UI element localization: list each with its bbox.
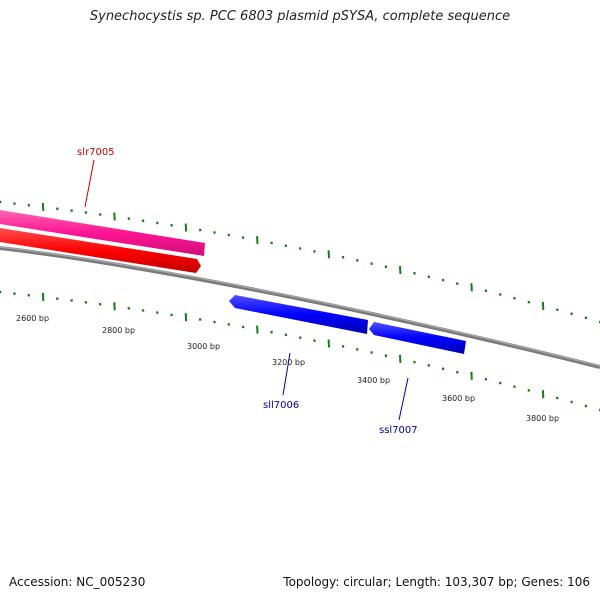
bp-label: 3000 bp [187,342,220,351]
gene-label-ssl7007[interactable]: ssl7007 [379,425,418,436]
topology-summary: Topology: circular; Length: 103,307 bp; … [283,575,590,589]
bp-label: 2600 bp [16,314,49,323]
bp-label: 3800 bp [526,414,559,423]
bp-label: 3400 bp [357,376,390,385]
gene-slr7005-arrow[interactable] [0,228,201,273]
outer-tick-row [0,200,600,324]
inner-tick-row [0,290,600,412]
gene-label-slr7005[interactable]: slr7005 [77,147,115,158]
gene-sll7006-arrow[interactable] [229,295,368,334]
bp-label: 3200 bp [272,358,305,367]
plasmid-backbone [0,246,600,369]
accession-text: Accession: NC_005230 [9,575,146,589]
gene-slr7005-cds[interactable] [0,210,205,256]
gene-ssl7007-leader [398,377,409,421]
gene-ssl7007-arrow[interactable] [369,322,466,354]
gene-slr7005-leader [84,159,95,208]
bp-label: 2800 bp [102,326,135,335]
gene-sll7006-leader [282,352,291,396]
bp-label: 3600 bp [442,394,475,403]
map-title: Synechocystis sp. PCC 6803 plasmid pSYSA… [89,9,511,24]
gene-label-sll7006[interactable]: sll7006 [263,400,299,411]
